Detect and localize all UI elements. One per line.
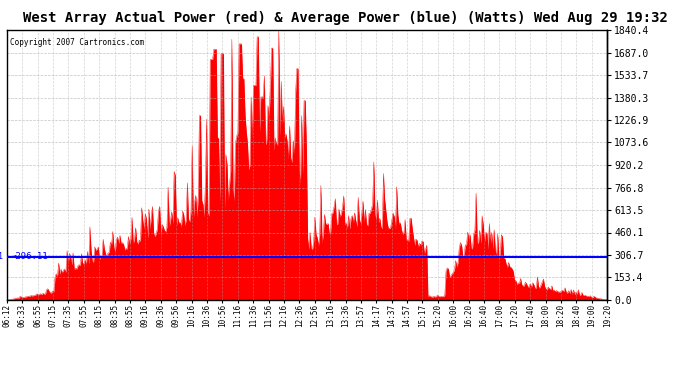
Text: West Array Actual Power (red) & Average Power (blue) (Watts) Wed Aug 29 19:32: West Array Actual Power (red) & Average … [23, 11, 667, 25]
Text: ◄296.11: ◄296.11 [0, 252, 4, 261]
Text: Copyright 2007 Cartronics.com: Copyright 2007 Cartronics.com [10, 38, 144, 47]
Text: ◄296.11: ◄296.11 [11, 252, 49, 261]
